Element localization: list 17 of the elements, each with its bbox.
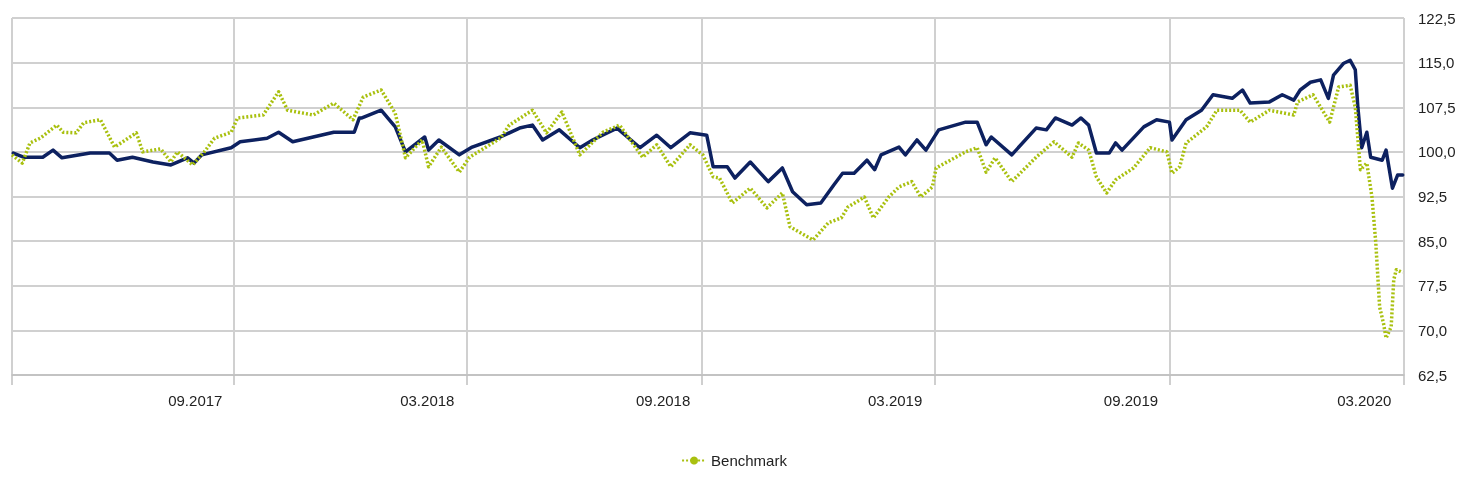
y-tick-label: 107,5 <box>1418 98 1456 116</box>
y-tick-label: 62,5 <box>1418 366 1448 384</box>
y-tick-label: 70,0 <box>1418 321 1448 339</box>
y-tick-label: 115,0 <box>1418 54 1455 72</box>
x-tick-label: 03.2020 <box>1337 392 1392 409</box>
x-tick-label: 03.2019 <box>868 392 923 409</box>
y-tick-label: 122,5 <box>1418 9 1456 27</box>
y-tick-label: 100,0 <box>1418 143 1456 161</box>
x-tick-label: 03.2018 <box>400 392 455 409</box>
y-tick-label: 92,5 <box>1418 188 1448 205</box>
y-tick-label: 77,5 <box>1418 277 1448 295</box>
x-tick-label: 09.2018 <box>636 392 691 409</box>
legend-label: Benchmark <box>711 452 788 469</box>
y-tick-label: 85,0 <box>1418 232 1448 250</box>
line-series <box>11 58 1405 207</box>
x-tick-label: 09.2019 <box>1103 392 1159 409</box>
x-tick-label: 09.2017 <box>168 392 223 409</box>
